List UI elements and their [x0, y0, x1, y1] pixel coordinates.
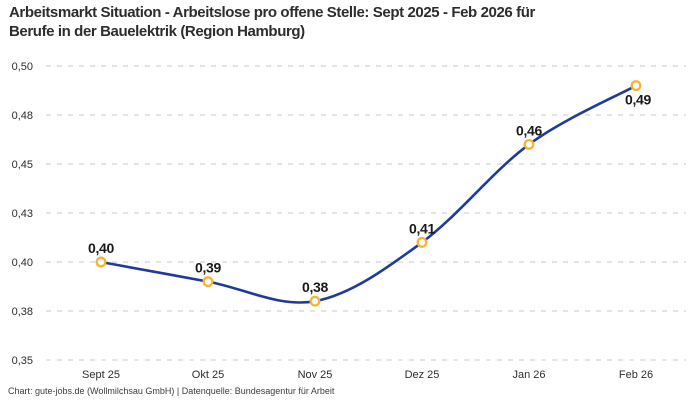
x-axis-tick-label: Jan 26 — [512, 369, 545, 381]
data-point-label: 0,39 — [195, 260, 222, 276]
x-axis-tick-label: Dez 25 — [405, 369, 440, 381]
y-axis-tick-label: 0,50 — [12, 61, 33, 73]
x-axis-tick-label: Sept 25 — [82, 369, 120, 381]
y-axis-tick-label: 0,35 — [12, 355, 33, 367]
y-axis-tick-label: 0,43 — [12, 208, 33, 220]
data-point-marker — [202, 276, 214, 288]
data-point-label: 0,41 — [409, 220, 436, 236]
data-point-marker — [416, 236, 428, 248]
data-point-marker — [309, 295, 321, 307]
data-point-label: 0,40 — [88, 240, 115, 256]
chart-title: Arbeitsmarkt Situation - Arbeitslose pro… — [9, 3, 535, 41]
chart-credit: Chart: gute-jobs.de (Wollmilchsau GmbH) … — [8, 386, 335, 396]
series-line — [99, 84, 638, 304]
x-axis-tick-label: Nov 25 — [298, 369, 333, 381]
data-point-label: 0,49 — [625, 92, 652, 108]
data-point-marker — [523, 138, 535, 150]
y-axis-tick-label: 0,45 — [12, 159, 33, 171]
y-axis-tick-label: 0,48 — [12, 110, 33, 122]
data-point-marker — [95, 256, 107, 268]
data-point-marker — [630, 80, 642, 92]
y-axis-tick-label: 0,40 — [12, 257, 33, 269]
y-axis-tick-label: 0,38 — [12, 306, 33, 318]
x-axis-tick-label: Feb 26 — [619, 369, 653, 381]
chart-title-line1: Arbeitsmarkt Situation - Arbeitslose pro… — [9, 4, 535, 21]
x-axis-tick-label: Okt 25 — [192, 369, 224, 381]
data-point-label: 0,46 — [516, 122, 543, 138]
chart-title-line2: Berufe in der Bauelektrik (Region Hambur… — [9, 23, 305, 40]
data-point-label: 0,38 — [302, 279, 329, 295]
